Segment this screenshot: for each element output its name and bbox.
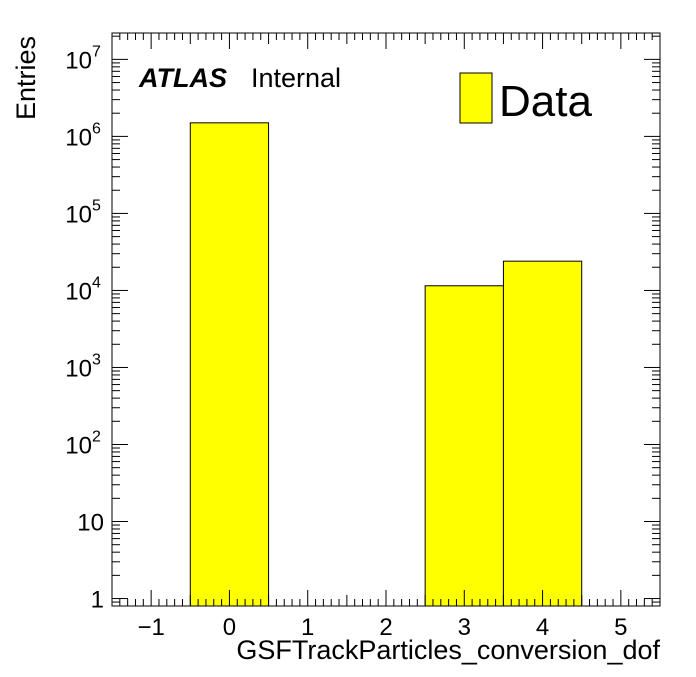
- y-tick-exponent: 2: [92, 428, 101, 445]
- x-tick-label: 3: [458, 614, 471, 641]
- experiment-label: ATLAS: [138, 63, 227, 93]
- histogram-bar: [189, 122, 270, 607]
- x-tick-label: 0: [223, 614, 236, 641]
- x-tick-label: 2: [379, 614, 392, 641]
- x-tick-label: 1: [301, 614, 314, 641]
- y-tick-label: 10: [65, 124, 92, 151]
- x-tick-label: 4: [536, 614, 549, 641]
- y-tick-label: 10: [65, 432, 92, 459]
- y-tick-label: 10: [65, 355, 92, 382]
- legend-label: Data: [499, 77, 592, 126]
- y-axis-label: Entries: [11, 36, 41, 120]
- y-tick-label: 10: [65, 201, 92, 228]
- plot-frame: [111, 32, 661, 607]
- y-tick-label: 1: [91, 587, 104, 614]
- y-tick-exponent: 6: [92, 120, 101, 137]
- y-tick-exponent: 5: [92, 197, 101, 214]
- legend-swatch: [459, 72, 493, 124]
- y-tick-exponent: 3: [92, 351, 101, 368]
- histogram-bar: [502, 260, 583, 607]
- x-axis-label: GSFTrackParticles_conversion_dof: [236, 635, 660, 665]
- y-tick-label: 10: [65, 278, 92, 305]
- x-tick-label: −1: [137, 614, 164, 641]
- y-tick-exponent: 4: [92, 274, 101, 291]
- y-tick-label: 10: [65, 47, 92, 74]
- x-tick-label: 5: [614, 614, 627, 641]
- y-tick-label: 10: [77, 510, 104, 537]
- histogram-bar: [424, 285, 504, 607]
- status-label: Internal: [251, 63, 341, 93]
- y-tick-exponent: 7: [92, 43, 101, 60]
